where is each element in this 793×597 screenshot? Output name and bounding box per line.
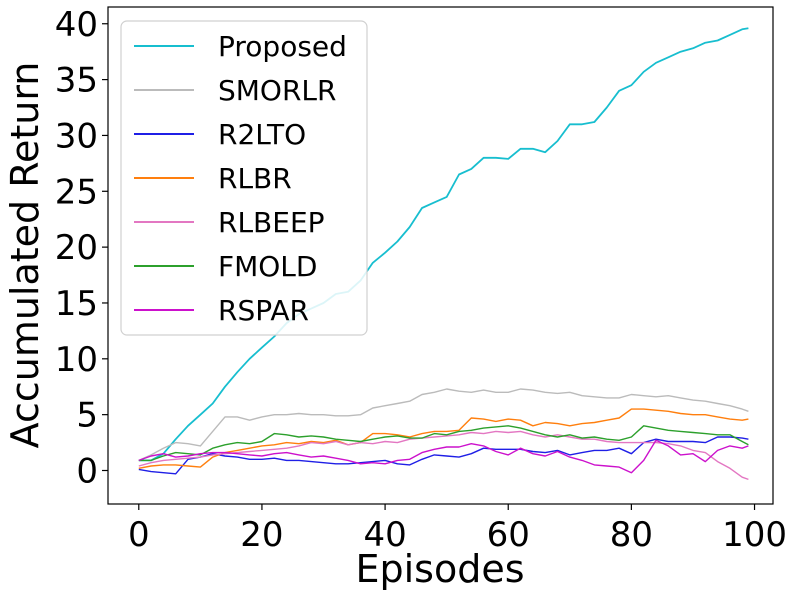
legend-label-fmold: FMOLD bbox=[218, 250, 317, 283]
legend-label-rspar: RSPAR bbox=[218, 294, 309, 327]
series-line-rlbeep bbox=[138, 430, 749, 481]
x-tick-label: 80 bbox=[610, 515, 653, 555]
y-tick-label: 40 bbox=[55, 5, 98, 45]
legend-box bbox=[120, 20, 368, 336]
y-tick-label: 35 bbox=[55, 61, 98, 101]
y-axis-ticks: 0 5 10 15 20 25 30 35 40 bbox=[55, 5, 108, 491]
x-axis-ticks: 0 20 40 60 80 100 bbox=[128, 504, 787, 555]
legend-label-proposed: Proposed bbox=[218, 30, 347, 63]
y-tick-label: 0 bbox=[76, 451, 98, 491]
legend-label-rlbr: RLBR bbox=[218, 162, 292, 195]
y-tick-label: 15 bbox=[55, 284, 98, 324]
x-axis-title: Episodes bbox=[355, 547, 524, 591]
x-tick-label: 60 bbox=[487, 515, 530, 555]
y-tick-label: 5 bbox=[76, 396, 98, 436]
y-tick-label: 25 bbox=[55, 172, 98, 212]
legend-label-rlbeep: RLBEEP bbox=[218, 206, 325, 239]
legend: Proposed SMORLR R2LTO RLBR RLBEEP FMOLD RSPAR bbox=[120, 20, 368, 336]
y-tick-label: 30 bbox=[55, 116, 98, 156]
series-lines bbox=[138, 27, 749, 481]
plot-frame bbox=[107, 6, 774, 505]
series-line-smorlr bbox=[138, 388, 749, 462]
x-tick-label: 20 bbox=[240, 515, 283, 555]
legend-label-smorlr: SMORLR bbox=[218, 74, 336, 107]
legend-label-r2lto: R2LTO bbox=[218, 118, 306, 151]
y-axis-title: Accumulated Return bbox=[3, 62, 47, 449]
x-tick-label: 100 bbox=[722, 515, 787, 555]
y-tick-label: 20 bbox=[55, 228, 98, 268]
series-line-fmold bbox=[138, 425, 749, 462]
series-line-r2lto bbox=[138, 436, 749, 475]
series-line-proposed bbox=[138, 27, 749, 462]
series-line-rlbr bbox=[138, 408, 749, 469]
y-tick-label: 10 bbox=[55, 340, 98, 380]
x-tick-label: 40 bbox=[363, 515, 406, 555]
series-line-rspar bbox=[138, 439, 749, 474]
x-tick-label: 0 bbox=[128, 515, 150, 555]
